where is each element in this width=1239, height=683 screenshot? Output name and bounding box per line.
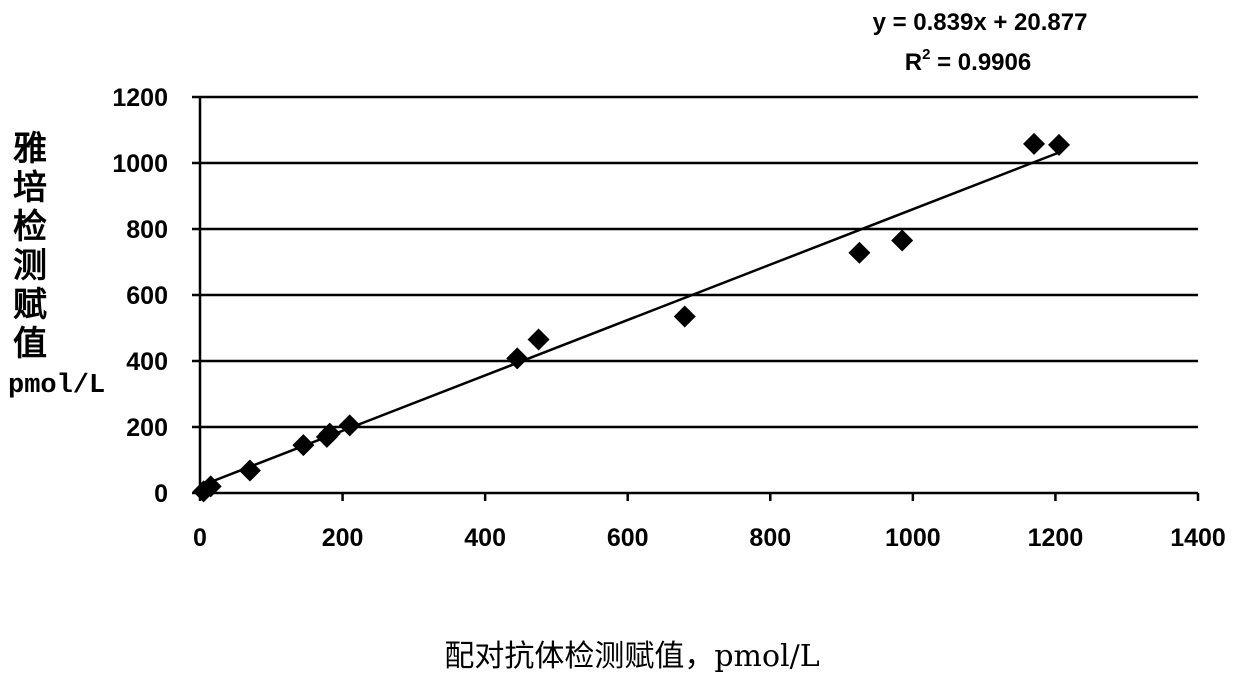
x-tick-label: 200 bbox=[322, 524, 364, 552]
y-tick-label: 1200 bbox=[112, 84, 168, 112]
y-tick-label: 0 bbox=[154, 480, 168, 508]
data-point bbox=[848, 242, 870, 264]
data-point bbox=[528, 329, 550, 351]
y-tick-label: 800 bbox=[126, 216, 168, 244]
x-axis-label: 配对抗体检测赋值，pmol/L bbox=[444, 639, 819, 674]
y-axis-label-char: 检 bbox=[13, 207, 47, 247]
y-axis-label-char: 赋 bbox=[13, 285, 47, 325]
data-point bbox=[339, 414, 361, 436]
y-tick-labels: 0 200 400 600 800 1000 1200 bbox=[112, 84, 168, 508]
x-tick-label: 1000 bbox=[885, 524, 941, 552]
y-axis-label-char: 雅 bbox=[13, 129, 47, 169]
trendline-equation: y = 0.839x + 20.877 bbox=[873, 9, 1088, 36]
x-tick-label: 1200 bbox=[1028, 524, 1084, 552]
data-point bbox=[674, 305, 696, 327]
y-axis-unit: pmol/L bbox=[8, 371, 105, 401]
data-point bbox=[1048, 134, 1070, 156]
x-tick-label: 400 bbox=[464, 524, 506, 552]
y-tick-label: 600 bbox=[126, 282, 168, 310]
x-tick-label: 0 bbox=[193, 524, 207, 552]
x-tick-label: 600 bbox=[607, 524, 649, 552]
data-point bbox=[292, 434, 314, 456]
y-axis-label: 雅培检测赋值 bbox=[13, 129, 47, 364]
gridlines bbox=[200, 97, 1198, 427]
y-tick-label: 1000 bbox=[112, 150, 168, 178]
x-tick-labels: 0 200 400 600 800 1000 1200 1400 bbox=[193, 524, 1226, 552]
y-tick-label: 400 bbox=[126, 348, 168, 376]
y-tick-label: 200 bbox=[126, 414, 168, 442]
data-point bbox=[891, 230, 913, 252]
y-axis-label-char: 值 bbox=[13, 324, 47, 364]
data-point bbox=[1023, 133, 1045, 155]
r-squared-label: R2 = 0.9906 bbox=[905, 46, 1031, 76]
y-axis-label-char: 培 bbox=[13, 168, 47, 208]
x-tick-label: 1400 bbox=[1170, 524, 1226, 552]
y-axis-label-char: 测 bbox=[13, 246, 47, 286]
x-tick-label: 800 bbox=[749, 524, 791, 552]
